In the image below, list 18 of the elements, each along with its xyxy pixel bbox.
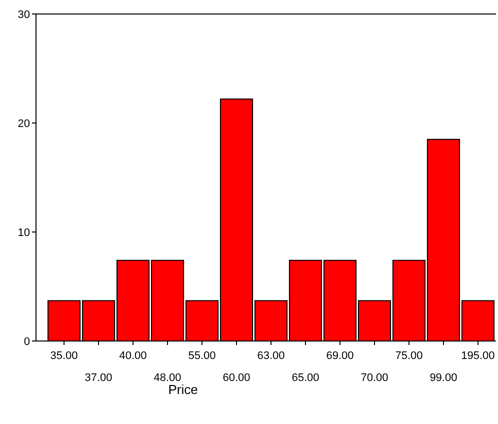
y-tick-label: 10 <box>18 226 30 239</box>
x-tick-label: 60.00 <box>222 372 250 384</box>
x-tick-label: 99.00 <box>430 372 458 384</box>
x-tick-label: 35.00 <box>50 350 78 362</box>
x-tick-label: 70.00 <box>360 372 388 384</box>
x-tick-label: 75.00 <box>395 350 423 362</box>
x-tick-label: 65.00 <box>292 372 320 384</box>
y-tick-label: 20 <box>18 118 30 130</box>
x-tick-label: 195.00 <box>461 350 495 362</box>
x-tick-label: 63.00 <box>257 350 285 362</box>
x-tick-label: 40.00 <box>119 350 147 362</box>
y-tick-label: 30 <box>18 8 30 21</box>
y-tick-label: 0 <box>24 336 30 348</box>
x-tick-label: 55.00 <box>188 350 216 362</box>
x-tick-label: 37.00 <box>84 372 112 384</box>
x-axis-title: Price <box>168 382 198 397</box>
x-tick-label: 48.00 <box>154 372 182 384</box>
x-tick-label: 69.00 <box>326 350 354 362</box>
